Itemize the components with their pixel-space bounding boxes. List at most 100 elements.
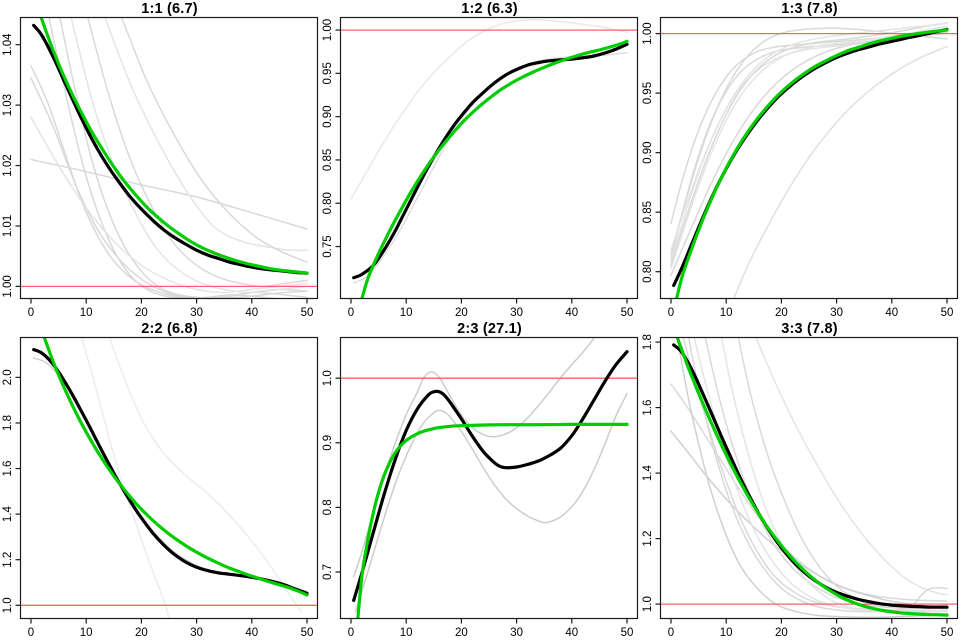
- x-tick-label: 10: [720, 627, 733, 639]
- y-tick-label: 1.0: [642, 596, 654, 612]
- x-tick-label: 10: [80, 307, 93, 319]
- y-tick-label: 0.80: [322, 192, 334, 214]
- x-tick-label: 10: [720, 307, 733, 319]
- replicate-10-curve: [676, 337, 948, 619]
- y-tick-label: 1.2: [2, 552, 14, 568]
- panel-2-2: 0 10 20 30 40 50 1.0 1.2 1.4 1.6 1.8 2.0 2:2 (6.8): [0, 320, 320, 640]
- replicate-3-curve: [670, 31, 948, 263]
- panel-2-2-title: 2:2 (6.8): [141, 321, 198, 337]
- replicate-9-curve: [687, 337, 948, 613]
- y-tick-label: 1.2: [642, 531, 654, 547]
- replicate-1-curve: [352, 337, 596, 578]
- replicate-8-curve: [104, 17, 308, 252]
- fit-curve: [356, 422, 629, 619]
- y-tick-label: 1.00: [642, 22, 654, 44]
- y-tick-label: 1.00: [2, 275, 14, 297]
- y-tick-label: 1.00: [322, 19, 334, 41]
- mean-curve: [32, 23, 309, 275]
- x-tick-label: 0: [668, 627, 674, 639]
- y-tick-label: 1.03: [2, 94, 14, 116]
- panel-1-1-title: 1:1 (6.7): [141, 1, 198, 17]
- fit-curve: [360, 39, 629, 299]
- y-tick-label: 1.4: [2, 506, 14, 523]
- fit-curve: [675, 28, 949, 299]
- panel-3-3: 0 10 20 30 40 50 1.0 1.2 1.4 1.6 1.8 3:3 (7.8): [640, 320, 960, 640]
- panel-2-3: 0 10 20 30 40 50 0.7 0.8 0.9 1.0 2:3 (27.1): [320, 320, 640, 640]
- replicate-1-curve: [30, 158, 308, 230]
- x-tick-label: 30: [510, 627, 523, 639]
- x-tick-label: 50: [301, 627, 314, 639]
- replicate-1-curve: [32, 357, 308, 593]
- x-tick-label: 30: [190, 627, 203, 639]
- x-tick-label: 20: [775, 307, 788, 319]
- y-tick-label: 0.90: [642, 141, 654, 163]
- y-tick-label: 1.4: [642, 464, 654, 481]
- y-tick-label: 1.0: [322, 370, 334, 386]
- y-tick-label: 0.85: [642, 201, 654, 223]
- x-tick-label: 30: [830, 627, 843, 639]
- x-tick-label: 40: [885, 307, 898, 319]
- plot-box: [19, 336, 319, 620]
- x-tick-label: 0: [348, 627, 354, 639]
- plot-box: [659, 336, 959, 620]
- x-tick-label: 20: [135, 627, 148, 639]
- x-tick-label: 20: [455, 627, 468, 639]
- panel-1-3-title: 1:3 (7.8): [781, 1, 838, 17]
- x-tick-label: 40: [245, 307, 258, 319]
- replicate-5-curve: [59, 17, 308, 299]
- mean-curve: [352, 350, 629, 602]
- replicate-6-curve: [721, 337, 948, 614]
- y-tick-label: 0.80: [642, 261, 654, 283]
- y-tick-label: 0.9: [322, 435, 334, 451]
- y-tick-label: 0.8: [322, 499, 334, 515]
- curves-group: [340, 18, 638, 299]
- x-tick-label: 20: [775, 627, 788, 639]
- x-tick-label: 30: [510, 307, 523, 319]
- replicate-7-curve: [670, 27, 948, 256]
- x-tick-label: 40: [245, 627, 258, 639]
- panel-1-3-plot: 0 10 20 30 40 50 0.80 0.85 0.90 0.95 1.00: [642, 16, 959, 319]
- fit-curve: [675, 337, 949, 617]
- panel-3-3-plot: 0 10 20 30 40 50 1.0 1.2 1.4 1.6 1.8: [642, 334, 959, 639]
- mean-curve: [672, 343, 949, 609]
- x-tick-label: 10: [400, 627, 413, 639]
- replicate-5-curve: [670, 25, 948, 270]
- x-tick-label: 20: [135, 307, 148, 319]
- replicate-4-curve: [48, 17, 279, 299]
- replicate-7-curve: [737, 337, 948, 610]
- x-tick-label: 40: [885, 627, 898, 639]
- replicate-2-curve: [670, 430, 948, 608]
- x-tick-label: 10: [80, 627, 93, 639]
- replicate-3-curve: [682, 337, 948, 612]
- panel-1-2-plot: 0 10 20 30 40 50 0.75 0.80 0.85 0.90 0.95 1.00: [322, 16, 639, 319]
- panel-1-2-title: 1:2 (6.3): [461, 1, 518, 17]
- x-tick-label: 50: [621, 627, 634, 639]
- panel-1-1: 0 10 20 30 40 50 1.00 1.01 1.02 1.03 1.04 1:1 (6.7…: [0, 0, 320, 320]
- x-tick-label: 0: [668, 307, 674, 319]
- y-tick-label: 2.0: [2, 369, 14, 385]
- y-tick-label: 0.90: [322, 105, 334, 127]
- plot-box: [339, 336, 639, 620]
- mean-curve: [352, 42, 629, 280]
- replicate-2-curve: [354, 392, 628, 613]
- replicate-4-curve: [670, 22, 948, 266]
- curves-group: [20, 17, 318, 299]
- x-tick-label: 30: [190, 307, 203, 319]
- x-tick-label: 50: [301, 307, 314, 319]
- y-tick-label: 1.0: [2, 597, 14, 613]
- mean-curve: [32, 348, 309, 595]
- replicate-9-curve: [670, 22, 948, 251]
- fit-curve: [39, 17, 309, 275]
- panel-2-3-plot: 0 10 20 30 40 50 0.7 0.8 0.9 1.0: [322, 336, 639, 639]
- x-tick-label: 0: [348, 307, 354, 319]
- panel-1-2: 0 10 20 30 40 50 0.75 0.80 0.85 0.90 0.95 1.00 1:2 …: [320, 0, 640, 320]
- x-tick-label: 50: [621, 307, 634, 319]
- replicate-2-curve: [80, 337, 170, 619]
- y-tick-label: 1.8: [2, 415, 14, 431]
- x-tick-label: 0: [28, 307, 34, 319]
- replicate-3-curve: [108, 337, 303, 613]
- y-tick-label: 1.6: [2, 461, 14, 477]
- curves-group: [20, 337, 318, 619]
- y-tick-label: 1.8: [642, 334, 654, 350]
